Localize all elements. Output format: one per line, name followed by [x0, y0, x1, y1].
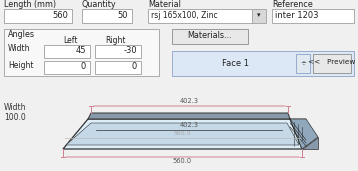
- Text: Width: Width: [8, 44, 30, 53]
- Bar: [95, 45, 141, 58]
- Text: 402.3: 402.3: [179, 122, 198, 128]
- Text: 0: 0: [81, 62, 86, 71]
- Text: inter 1203: inter 1203: [275, 11, 319, 20]
- Text: Face 1: Face 1: [222, 58, 248, 68]
- Text: Length (mm): Length (mm): [4, 0, 56, 9]
- Text: Right: Right: [105, 36, 125, 45]
- Text: 50: 50: [117, 11, 128, 20]
- Polygon shape: [302, 137, 318, 149]
- Text: Materials...: Materials...: [188, 31, 232, 41]
- Bar: [95, 61, 141, 74]
- Text: rsj 165x100, Zinc: rsj 165x100, Zinc: [151, 11, 218, 20]
- Bar: [313, 54, 351, 73]
- Bar: [296, 54, 310, 73]
- Polygon shape: [63, 119, 302, 149]
- Text: Left: Left: [63, 36, 77, 45]
- Polygon shape: [290, 119, 306, 129]
- Text: 560.0: 560.0: [174, 131, 191, 136]
- Bar: [44, 61, 90, 74]
- Bar: [82, 9, 132, 23]
- Bar: [0, 0, 358, 76]
- Text: 0: 0: [132, 62, 137, 71]
- Text: Width
100.0: Width 100.0: [4, 103, 26, 122]
- Bar: [172, 29, 248, 44]
- Bar: [272, 9, 354, 23]
- Bar: [44, 45, 90, 58]
- Text: Reference: Reference: [272, 0, 313, 9]
- Text: 560.0: 560.0: [173, 158, 192, 164]
- Text: Quantity: Quantity: [82, 0, 117, 9]
- Bar: [148, 9, 256, 23]
- Bar: [4, 9, 72, 23]
- Bar: [252, 9, 266, 23]
- Polygon shape: [66, 123, 299, 145]
- Text: 560: 560: [52, 11, 68, 20]
- Text: 45: 45: [76, 46, 86, 55]
- Bar: [4, 29, 159, 76]
- Polygon shape: [88, 113, 290, 119]
- Text: Material: Material: [148, 0, 181, 9]
- Polygon shape: [290, 119, 318, 149]
- Text: -30: -30: [124, 46, 137, 55]
- Text: 402.3: 402.3: [180, 98, 199, 104]
- Text: <<   Preview: << Preview: [308, 59, 355, 65]
- Bar: [0, 76, 358, 171]
- Text: ▾: ▾: [257, 12, 261, 18]
- Text: Height: Height: [8, 61, 34, 70]
- Text: Angles: Angles: [8, 30, 35, 39]
- Text: ÷: ÷: [300, 59, 306, 65]
- Bar: [172, 51, 354, 76]
